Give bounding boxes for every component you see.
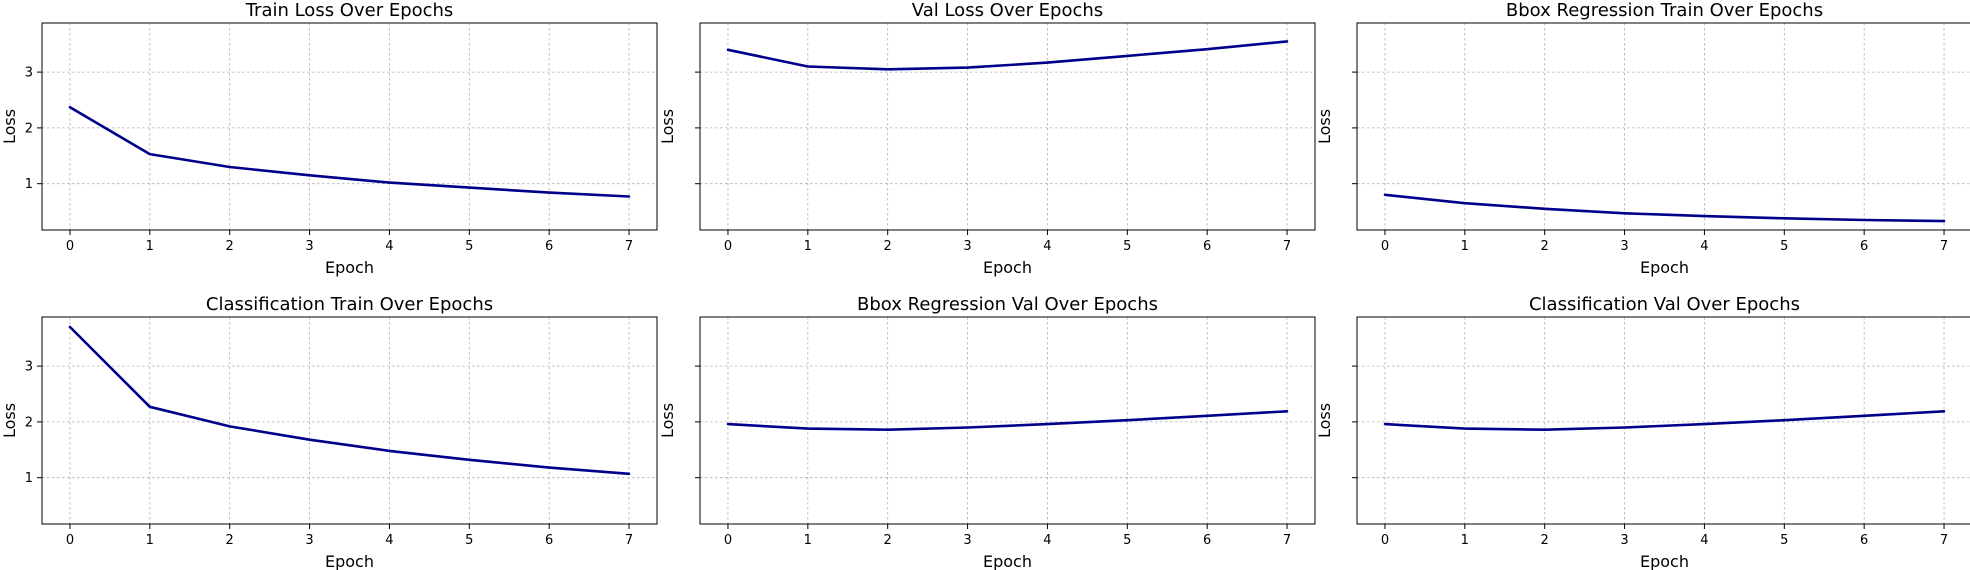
x-tick-label: 1	[146, 239, 154, 254]
chart-title: Bbox Regression Val Over Epochs	[857, 294, 1158, 315]
x-tick-label: 5	[1780, 239, 1788, 254]
x-tick-label: 7	[1940, 533, 1948, 548]
x-tick-label: 1	[804, 533, 812, 548]
x-tick-label: 6	[1860, 239, 1868, 254]
x-tick-label: 3	[1620, 533, 1628, 548]
y-axis-label: Loss	[1315, 109, 1334, 144]
x-tick-label: 5	[1123, 239, 1131, 254]
panel-5: 0 1 2 3 4 5 6 7 Bbox Regression Val Over Epochs E…	[658, 294, 1316, 570]
y-tick-label: 3	[25, 66, 33, 81]
x-tick-label: 1	[1461, 533, 1469, 548]
x-tick-label: 0	[1381, 239, 1389, 254]
chart-title: Classification Val Over Epochs	[1529, 294, 1800, 315]
y-tick-label: 3	[25, 360, 33, 375]
x-tick-label: 4	[385, 533, 393, 548]
x-tick-label: 5	[1780, 533, 1788, 548]
plot-frame	[1356, 22, 1970, 231]
x-tick-label: 2	[226, 533, 234, 548]
y-tick-label: 2	[25, 415, 33, 430]
x-tick-label: 7	[1283, 239, 1291, 254]
x-axis-label: Epoch	[1640, 552, 1689, 570]
series-line	[1383, 409, 1946, 432]
x-tick-label: 2	[1541, 533, 1549, 548]
x-tick-label: 2	[884, 239, 892, 254]
series-line	[726, 409, 1289, 432]
y-tick-label: 1	[25, 177, 33, 192]
x-tick-label: 0	[1381, 533, 1389, 548]
series-line	[1383, 193, 1946, 223]
chart-title: Bbox Regression Train Over Epochs	[1506, 0, 1823, 21]
x-tick-label: 7	[625, 533, 633, 548]
x-tick-label: 5	[1123, 533, 1131, 548]
x-tick-label: 7	[1283, 533, 1291, 548]
panel-1: 0 1 2 3 4 5 6 7 1 2 3 Train Loss Over Epochs Epoch Lo…	[0, 0, 658, 277]
series-line	[68, 106, 631, 198]
x-tick-label: 3	[963, 239, 971, 254]
x-tick-label: 6	[1203, 533, 1211, 548]
y-tick-label: 2	[25, 121, 33, 136]
plot-frame	[1356, 316, 1970, 525]
x-tick-label: 4	[1700, 239, 1708, 254]
series-line	[726, 40, 1289, 71]
x-tick-label: 2	[1541, 239, 1549, 254]
x-tick-label: 2	[226, 239, 234, 254]
plot-frame	[699, 22, 1316, 231]
x-tick-label: 6	[545, 239, 553, 254]
x-tick-label: 6	[1860, 533, 1868, 548]
x-axis-label: Epoch	[983, 552, 1032, 570]
x-tick-label: 3	[305, 533, 313, 548]
x-tick-label: 1	[804, 239, 812, 254]
x-tick-label: 1	[1461, 239, 1469, 254]
y-axis-label: Loss	[0, 109, 19, 144]
x-tick-label: 6	[1203, 239, 1211, 254]
x-tick-label: 3	[963, 533, 971, 548]
x-tick-label: 4	[385, 239, 393, 254]
plot-frame	[41, 316, 658, 525]
x-tick-label: 7	[625, 239, 633, 254]
y-axis-label: Loss	[658, 109, 677, 144]
x-tick-label: 4	[1043, 239, 1051, 254]
x-tick-label: 0	[724, 239, 732, 254]
x-axis-label: Epoch	[325, 258, 374, 277]
x-tick-label: 0	[66, 533, 74, 548]
x-tick-label: 4	[1700, 533, 1708, 548]
panel-3: 0 1 2 3 4 5 6 7 Bbox Regression Train Over Epoch…	[1315, 0, 1970, 277]
plot-frame	[41, 22, 658, 231]
y-axis-label: Loss	[658, 403, 677, 438]
panel-2: 0 1 2 3 4 5 6 7 Val Loss Over Epochs Epoch Loss	[658, 0, 1316, 277]
x-tick-label: 3	[1620, 239, 1628, 254]
x-tick-label: 0	[66, 239, 74, 254]
chart-title: Train Loss Over Epochs	[245, 0, 454, 21]
chart-title: Val Loss Over Epochs	[912, 0, 1103, 21]
x-tick-label: 5	[465, 533, 473, 548]
plot-frame	[699, 316, 1316, 525]
y-axis-label: Loss	[1315, 403, 1334, 438]
x-tick-label: 2	[884, 533, 892, 548]
x-tick-label: 7	[1940, 239, 1948, 254]
x-tick-label: 0	[724, 533, 732, 548]
x-axis-label: Epoch	[983, 258, 1032, 277]
x-axis-label: Epoch	[325, 552, 374, 570]
x-axis-label: Epoch	[1640, 258, 1689, 277]
panel-4: 0 1 2 3 4 5 6 7 1 2 3 Classification Train Over Epo…	[0, 294, 658, 570]
x-tick-label: 5	[465, 239, 473, 254]
x-tick-label: 3	[305, 239, 313, 254]
series-line	[68, 325, 631, 476]
y-axis-label: Loss	[0, 403, 19, 438]
x-tick-label: 4	[1043, 533, 1051, 548]
x-tick-label: 1	[146, 533, 154, 548]
x-tick-label: 6	[545, 533, 553, 548]
chart-title: Classification Train Over Epochs	[206, 294, 493, 315]
y-tick-label: 1	[25, 471, 33, 486]
panel-6: 0 1 2 3 4 5 6 7 Classification Val Over Epochs Ep…	[1315, 294, 1970, 570]
